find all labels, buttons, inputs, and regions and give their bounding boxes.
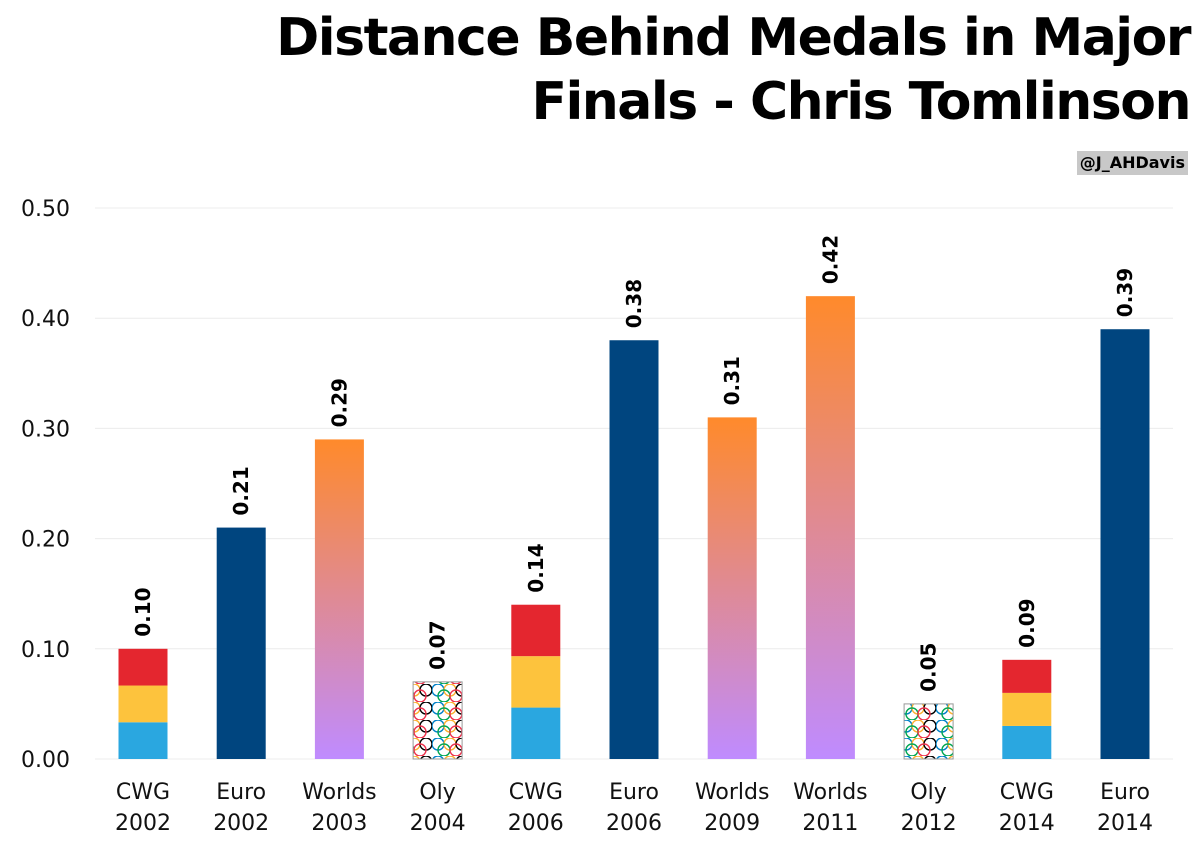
bar-oly xyxy=(903,703,954,760)
y-tick-label: 0.50 xyxy=(21,197,70,222)
data-label: 0.09 xyxy=(1015,598,1039,647)
bar-segment xyxy=(707,417,757,759)
data-label: 0.29 xyxy=(327,378,351,427)
y-tick-label: 0.30 xyxy=(21,417,70,442)
bar-segment xyxy=(805,296,855,759)
y-tick-label: 0.40 xyxy=(21,307,70,332)
y-tick-label: 0.00 xyxy=(21,748,70,773)
bar-segment-top xyxy=(511,604,561,657)
x-category-year: 2004 xyxy=(410,811,466,836)
data-label: 0.10 xyxy=(131,587,155,636)
x-category-year: 2002 xyxy=(213,811,269,836)
bar-cwg xyxy=(511,604,561,759)
data-label: 0.07 xyxy=(426,621,450,670)
x-category-year: 2012 xyxy=(901,811,957,836)
bar-euro xyxy=(609,340,659,759)
x-category-year: 2011 xyxy=(802,811,858,836)
chart-title: Distance Behind Medals in Major Finals -… xyxy=(190,6,1191,134)
bar-segment xyxy=(216,527,266,759)
bar-segment xyxy=(609,340,659,759)
bar-segment xyxy=(314,439,364,759)
bar-segment xyxy=(412,681,463,760)
chart-title-line-1: Distance Behind Medals in Major xyxy=(276,8,1191,68)
y-axis-ticks: 0.00 0.10 0.20 0.30 0.40 0.50 xyxy=(21,197,70,773)
bar-cwg xyxy=(1002,659,1052,759)
bar-segment-bottom xyxy=(1002,725,1052,759)
x-category-label: Euro xyxy=(216,780,266,805)
bar-worlds xyxy=(314,439,364,759)
x-category-year: 2014 xyxy=(999,811,1055,836)
x-category-label: Worlds xyxy=(695,780,770,805)
x-category-year: 2014 xyxy=(1097,811,1153,836)
x-category-label: Oly xyxy=(419,780,455,805)
data-label: 0.21 xyxy=(229,466,253,515)
bar-euro xyxy=(216,527,266,759)
x-category-label: CWG xyxy=(1000,780,1054,805)
x-axis-categories: CWG 2002 Euro 2002 Worlds 2003 Oly 2004 CWG 2006 E… xyxy=(115,780,1153,836)
x-category-label: Worlds xyxy=(793,780,868,805)
bar-segment-middle xyxy=(1002,692,1052,726)
bars xyxy=(118,296,1150,760)
bar-oly xyxy=(412,681,463,760)
data-label: 0.05 xyxy=(917,643,941,692)
data-label: 0.31 xyxy=(720,356,744,405)
bar-segment xyxy=(1100,329,1150,759)
x-category-label: Euro xyxy=(609,780,659,805)
bar-worlds xyxy=(707,417,757,759)
bar-worlds xyxy=(805,296,855,759)
x-category-label: Oly xyxy=(910,780,946,805)
bar-euro xyxy=(1100,329,1150,759)
x-category-label: CWG xyxy=(116,780,170,805)
x-category-year: 2006 xyxy=(606,811,662,836)
bar-segment-top xyxy=(1002,659,1052,693)
bar-segment-bottom xyxy=(511,707,561,759)
credit-badge: @J_AHDavis xyxy=(1076,151,1188,175)
bar-segment-middle xyxy=(118,685,168,723)
data-label: 0.39 xyxy=(1113,268,1137,317)
bar-cwg xyxy=(118,648,168,759)
data-label: 0.42 xyxy=(818,235,842,284)
x-category-label: Worlds xyxy=(302,780,377,805)
data-label: 0.14 xyxy=(524,543,548,592)
chart-title-line-2: Finals - Chris Tomlinson xyxy=(531,72,1191,132)
bar-segment xyxy=(903,703,954,760)
y-tick-label: 0.20 xyxy=(21,528,70,553)
bar-segment-middle xyxy=(511,656,561,708)
bar-segment-top xyxy=(118,648,168,686)
x-category-year: 2003 xyxy=(311,811,367,836)
y-tick-label: 0.10 xyxy=(21,638,70,663)
x-category-year: 2002 xyxy=(115,811,171,836)
data-labels: 0.10 0.21 0.29 0.07 0.14 0.38 0.31 0.42 0.05 0.09… xyxy=(131,235,1137,692)
x-category-label: Euro xyxy=(1100,780,1150,805)
x-category-label: CWG xyxy=(509,780,563,805)
data-label: 0.38 xyxy=(622,279,646,328)
bar-segment-bottom xyxy=(118,722,168,759)
x-category-year: 2006 xyxy=(508,811,564,836)
x-category-year: 2009 xyxy=(704,811,760,836)
